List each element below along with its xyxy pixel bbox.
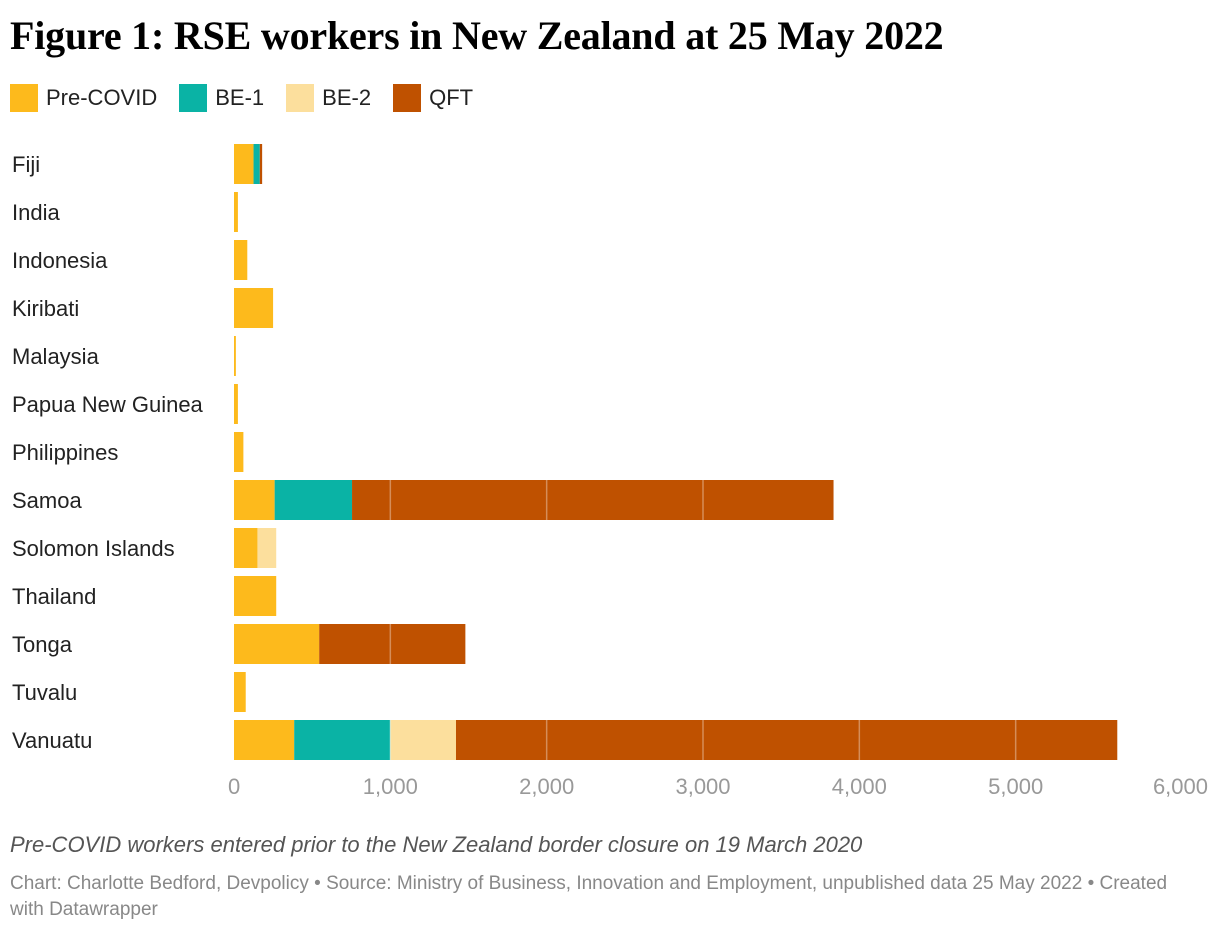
bar-tonga-pre-covid	[234, 624, 320, 664]
category-label-kiribati: Kiribati	[12, 296, 79, 321]
bar-tonga-qft	[319, 624, 466, 664]
bar-chart: Fiji India Indonesia Kiribati Malaysia Papua …	[12, 140, 1208, 799]
bar-samoa-pre-covid	[234, 480, 275, 520]
category-label-tonga: Tonga	[12, 632, 73, 657]
category-label-philippines: Philippines	[12, 440, 118, 465]
bar-samoa-be1	[274, 480, 353, 520]
legend-item-be2: BE-2	[286, 84, 371, 112]
legend-label-pre-covid: Pre-COVID	[46, 85, 158, 110]
legend-swatch-be2	[286, 84, 315, 112]
x-tick-label-2: 2,000	[519, 774, 574, 799]
bar-india-pre-covid	[234, 192, 238, 232]
category-label-samoa: Samoa	[12, 488, 82, 513]
legend-swatch-be1	[179, 84, 208, 112]
legend: Pre-COVID BE-1 BE-2 QFT	[10, 84, 495, 112]
category-label-malaysia: Malaysia	[12, 344, 100, 369]
bar-solomon-islands-be2	[257, 528, 277, 568]
legend-label-qft: QFT	[429, 85, 474, 110]
category-label-thailand: Thailand	[12, 584, 96, 609]
x-tick-label-0: 0	[228, 774, 240, 799]
bar-vanuatu-qft	[455, 720, 1118, 760]
category-label-fiji: Fiji	[12, 152, 40, 177]
x-tick-label-5: 5,000	[988, 774, 1043, 799]
category-label-indonesia: Indonesia	[12, 248, 108, 273]
category-label-papua-new-guinea: Papua New Guinea	[12, 392, 204, 417]
bar-solomon-islands-pre-covid	[234, 528, 258, 568]
chart-caption: Pre-COVID workers entered prior to the N…	[10, 832, 863, 857]
bar-fiji-qft	[259, 144, 263, 184]
legend-label-be1: BE-1	[215, 85, 265, 110]
bar-vanuatu-be2	[390, 720, 456, 760]
bar-papua-new-guinea-pre-covid	[234, 384, 238, 424]
bar-vanuatu-be1	[294, 720, 391, 760]
legend-swatch-pre-covid	[10, 84, 38, 112]
legend-label-be2: BE-2	[322, 85, 372, 110]
category-label-vanuatu: Vanuatu	[12, 728, 92, 753]
chart-credit: Chart: Charlotte Bedford, Devpolicy • So…	[10, 873, 1168, 920]
category-label-tuvalu: Tuvalu	[12, 680, 77, 705]
legend-item-pre-covid: Pre-COVID	[10, 84, 157, 112]
bar-indonesia-pre-covid	[234, 240, 248, 280]
x-tick-label-1: 1,000	[363, 774, 418, 799]
bar-tuvalu-pre-covid	[234, 672, 246, 712]
legend-item-be1: BE-1	[179, 84, 264, 112]
bar-malaysia-pre-covid	[234, 336, 236, 376]
category-label-india: India	[12, 200, 60, 225]
bar-philippines-pre-covid	[234, 432, 244, 472]
bar-fiji-pre-covid	[234, 144, 254, 184]
x-tick-label-4: 4,000	[832, 774, 887, 799]
category-label-solomon-islands: Solomon Islands	[12, 536, 175, 561]
bar-thailand-pre-covid	[234, 576, 277, 616]
bar-fiji-be1	[253, 144, 260, 184]
x-tick-label-6: 6,000	[1153, 774, 1208, 799]
x-tick-label-3: 3,000	[675, 774, 730, 799]
legend-item-qft: QFT	[393, 84, 473, 112]
bar-samoa-qft	[352, 480, 834, 520]
bar-kiribati-pre-covid	[234, 288, 274, 328]
legend-swatch-qft	[393, 84, 422, 112]
bar-vanuatu-pre-covid	[234, 720, 295, 760]
chart-title: Figure 1: RSE workers in New Zealand at …	[10, 13, 944, 58]
